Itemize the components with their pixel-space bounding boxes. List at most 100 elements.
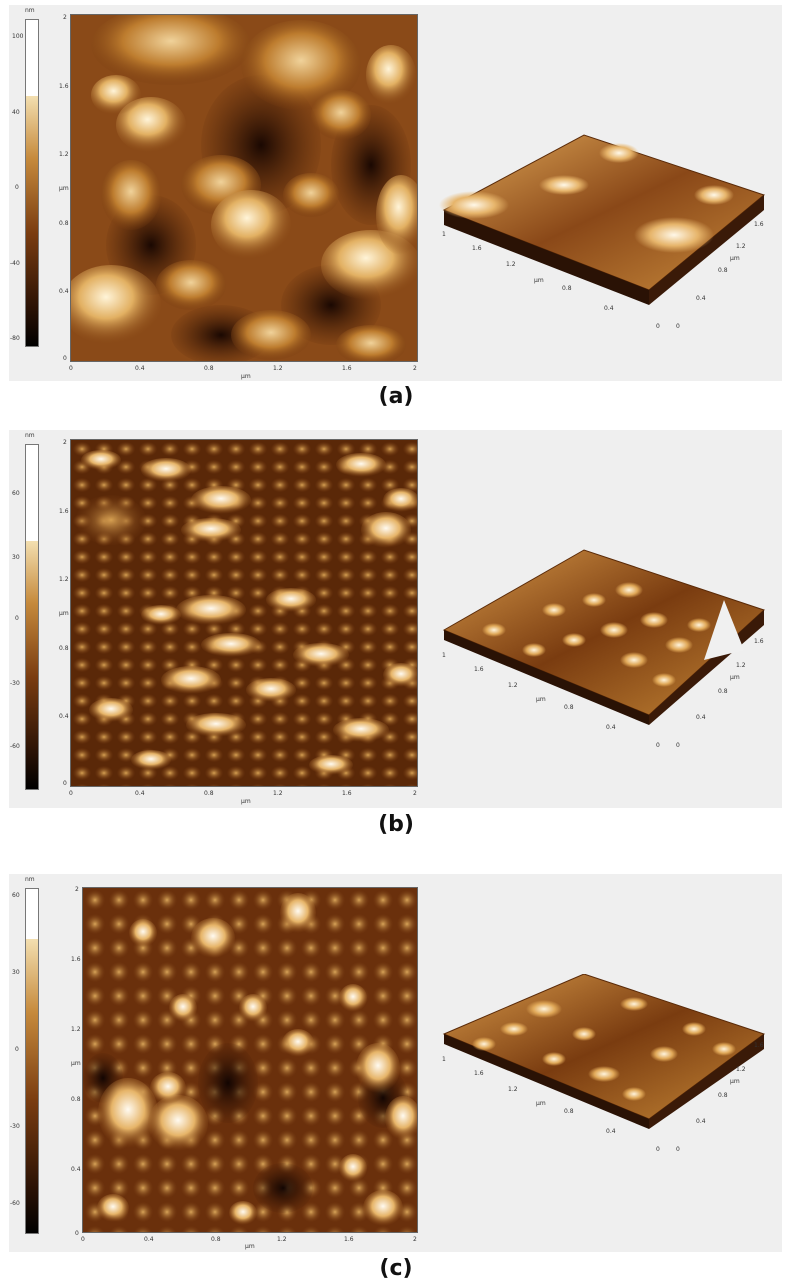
y-tick: 1.6 bbox=[59, 508, 69, 515]
iso-y-tick: 1.2 bbox=[736, 243, 746, 250]
iso-x-unit: µm bbox=[534, 277, 544, 284]
y-tick: 1.2 bbox=[59, 576, 69, 583]
x-tick: 2 bbox=[413, 365, 417, 372]
colorbar-unit: nm bbox=[25, 876, 35, 883]
iso-x-unit: µm bbox=[536, 696, 546, 703]
x-tick: 2 bbox=[413, 1236, 417, 1243]
iso-x-tick: 0.4 bbox=[604, 305, 614, 312]
colorbar-tick: 0 bbox=[15, 615, 19, 622]
x-tick: 1.6 bbox=[342, 365, 352, 372]
colorbar-unit: nm bbox=[25, 7, 35, 14]
afm-panel-c: nm 60 30 0 -30 -60 2 1.6 1.2 0.8 0.4 0 µ… bbox=[9, 874, 782, 1252]
iso-x-tick: 1.6 bbox=[472, 245, 482, 252]
iso-x-tick: 0.8 bbox=[564, 704, 574, 711]
panel-caption: (b) bbox=[378, 812, 414, 837]
colorbar-tick: 60 bbox=[12, 490, 20, 497]
y-tick: 0.4 bbox=[71, 1166, 81, 1173]
x-tick: 0 bbox=[81, 1236, 85, 1243]
x-tick: 0.8 bbox=[204, 365, 214, 372]
iso-y-tick: 0.8 bbox=[718, 1092, 728, 1099]
x-tick: 0.4 bbox=[135, 365, 145, 372]
y-tick: 1.2 bbox=[59, 151, 69, 158]
x-unit: µm bbox=[241, 798, 251, 805]
colorbar-unit: nm bbox=[25, 432, 35, 439]
iso-y-tick: 1.2 bbox=[736, 662, 746, 669]
iso-y-tick: 1.2 bbox=[736, 1066, 746, 1073]
iso-x-tick: 0.8 bbox=[564, 1108, 574, 1115]
y-tick: 0.4 bbox=[59, 288, 69, 295]
colorbar-tick: 100 bbox=[12, 33, 24, 40]
iso-y-tick: 0 bbox=[676, 742, 680, 749]
y-tick: 1.6 bbox=[71, 956, 81, 963]
colorbar-tick: 60 bbox=[12, 892, 20, 899]
iso-x-tick: 1 bbox=[442, 652, 446, 659]
iso-x-tick: 0 bbox=[656, 742, 660, 749]
afm-panel-b: nm 60 30 0 -30 -60 2 1.6 1.2 0.8 0.4 0 µ… bbox=[9, 430, 782, 808]
iso-y-unit: µm bbox=[730, 255, 740, 262]
x-tick: 1.2 bbox=[277, 1236, 287, 1243]
bright-grains bbox=[97, 893, 417, 1226]
iso-x-tick: 0 bbox=[656, 323, 660, 330]
height-map-2d bbox=[71, 440, 417, 786]
iso-x-tick: 1.2 bbox=[508, 1086, 518, 1093]
colorbar-tick: -40 bbox=[10, 260, 20, 267]
panel-caption: (c) bbox=[379, 1256, 413, 1281]
iso-x-tick: 0.8 bbox=[562, 285, 572, 292]
x-tick: 0.8 bbox=[211, 1236, 221, 1243]
y-tick: 0 bbox=[75, 1230, 79, 1237]
iso-x-tick: 1.6 bbox=[474, 666, 484, 673]
colorbar-tick: 30 bbox=[12, 969, 20, 976]
iso-y-tick: 1.6 bbox=[754, 638, 764, 645]
iso-x-tick: 1.6 bbox=[474, 1070, 484, 1077]
y-unit: µm bbox=[59, 185, 69, 192]
y-tick: 0 bbox=[63, 355, 67, 362]
x-tick: 0.4 bbox=[135, 790, 145, 797]
iso-x-tick: 0.4 bbox=[606, 724, 616, 731]
y-tick: 1.6 bbox=[59, 83, 69, 90]
iso-y-tick: 1.6 bbox=[754, 221, 764, 228]
x-tick: 0 bbox=[69, 790, 73, 797]
x-tick: 0 bbox=[69, 365, 73, 372]
x-tick: 0.8 bbox=[204, 790, 214, 797]
iso-x-tick: 1.2 bbox=[508, 682, 518, 689]
colorbar-tick: 0 bbox=[15, 1046, 19, 1053]
iso-y-tick: 0.8 bbox=[718, 267, 728, 274]
afm-panel-a: nm 100 40 0 -40 -80 2 1.6 1.2 0.8 0.4 0 … bbox=[9, 5, 782, 381]
height-map-3d: 1 1.6 1.2 0.8 0.4 0 µm 0 0.4 0.8 1.2 1.6… bbox=[434, 974, 779, 1234]
bright-grains bbox=[76, 450, 417, 775]
colorbar bbox=[25, 444, 39, 790]
y-tick: 0.8 bbox=[71, 1096, 81, 1103]
iso-y-tick: 0.4 bbox=[696, 714, 706, 721]
colorbar-tick: -30 bbox=[10, 680, 20, 687]
y-unit: µm bbox=[59, 610, 69, 617]
y-tick: 0.8 bbox=[59, 220, 69, 227]
y-tick: 0 bbox=[63, 780, 67, 787]
iso-x-tick: 0.4 bbox=[606, 1128, 616, 1135]
height-map-3d: 1 1.6 1.2 0.8 0.4 0 µm 0 0.4 0.8 1.2 1.6… bbox=[434, 95, 779, 355]
iso-y-tick: 0.4 bbox=[696, 295, 706, 302]
x-tick: 1.6 bbox=[344, 1236, 354, 1243]
y-tick: 0.8 bbox=[59, 645, 69, 652]
y-tick: 2 bbox=[63, 14, 67, 21]
y-tick: 2 bbox=[63, 439, 67, 446]
grains bbox=[71, 15, 417, 361]
x-unit: µm bbox=[245, 1243, 255, 1250]
x-tick: 1.2 bbox=[273, 365, 283, 372]
x-unit: µm bbox=[241, 373, 251, 380]
iso-y-tick: 0 bbox=[676, 323, 680, 330]
colorbar-tick: -60 bbox=[10, 743, 20, 750]
iso-y-tick: 0.4 bbox=[696, 1118, 706, 1125]
x-tick: 1.2 bbox=[273, 790, 283, 797]
colorbar-tick: 40 bbox=[12, 109, 20, 116]
height-map-2d bbox=[71, 15, 417, 361]
iso-x-tick: 1 bbox=[442, 231, 446, 238]
colorbar bbox=[25, 888, 39, 1234]
colorbar bbox=[25, 19, 39, 347]
iso-x-unit: µm bbox=[536, 1100, 546, 1107]
iso-x-tick: 1.2 bbox=[506, 261, 516, 268]
iso-y-unit: µm bbox=[730, 1078, 740, 1085]
height-map-2d bbox=[83, 888, 417, 1232]
y-tick: 2 bbox=[75, 886, 79, 893]
iso-x-tick: 0 bbox=[656, 1146, 660, 1153]
x-tick: 0.4 bbox=[144, 1236, 154, 1243]
